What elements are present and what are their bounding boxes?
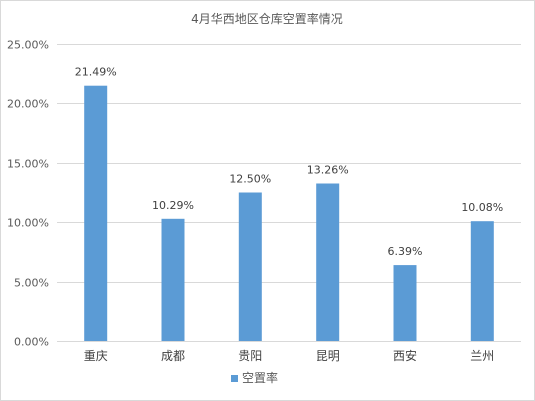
y-tick-label: 15.00% (7, 158, 49, 171)
data-labels: 21.49% 10.29% 12.50% 13.26% 6.39% 10.08% (75, 66, 504, 258)
x-tick-label: 西安 (393, 348, 417, 363)
chart-title: 4月华西地区仓库空置率情况 (191, 11, 343, 26)
data-label: 6.39% (388, 245, 423, 258)
y-tick-label: 10.00% (7, 217, 49, 230)
x-axis: 重庆 成都 贵阳 昆明 西安 兰州 (84, 348, 495, 363)
gridlines (57, 44, 521, 342)
legend-label: 空置率 (242, 370, 278, 385)
y-tick-label: 0.00% (14, 336, 49, 349)
bar (470, 221, 494, 341)
x-tick-label: 贵阳 (238, 349, 262, 363)
x-tick-label: 成都 (161, 349, 185, 363)
y-axis: 0.00% 5.00% 10.00% 15.00% 20.00% 25.00% (7, 39, 49, 349)
bar (393, 265, 417, 341)
legend: 空置率 (231, 370, 278, 385)
y-tick-label: 20.00% (7, 98, 49, 111)
data-label: 12.50% (229, 173, 271, 186)
y-tick-label: 5.00% (14, 277, 49, 290)
bar (238, 192, 262, 341)
legend-swatch (231, 375, 238, 382)
data-label: 21.49% (75, 66, 117, 79)
x-tick-label: 重庆 (84, 349, 108, 363)
bar (84, 85, 108, 341)
data-label: 10.29% (152, 199, 194, 212)
bar (161, 218, 185, 341)
bar (316, 183, 340, 341)
x-tick-label: 昆明 (316, 349, 340, 363)
data-label: 13.26% (307, 164, 349, 177)
x-tick-label: 兰州 (470, 349, 494, 363)
data-label: 10.08% (461, 201, 503, 214)
y-tick-label: 25.00% (7, 39, 49, 52)
bars (84, 85, 494, 341)
